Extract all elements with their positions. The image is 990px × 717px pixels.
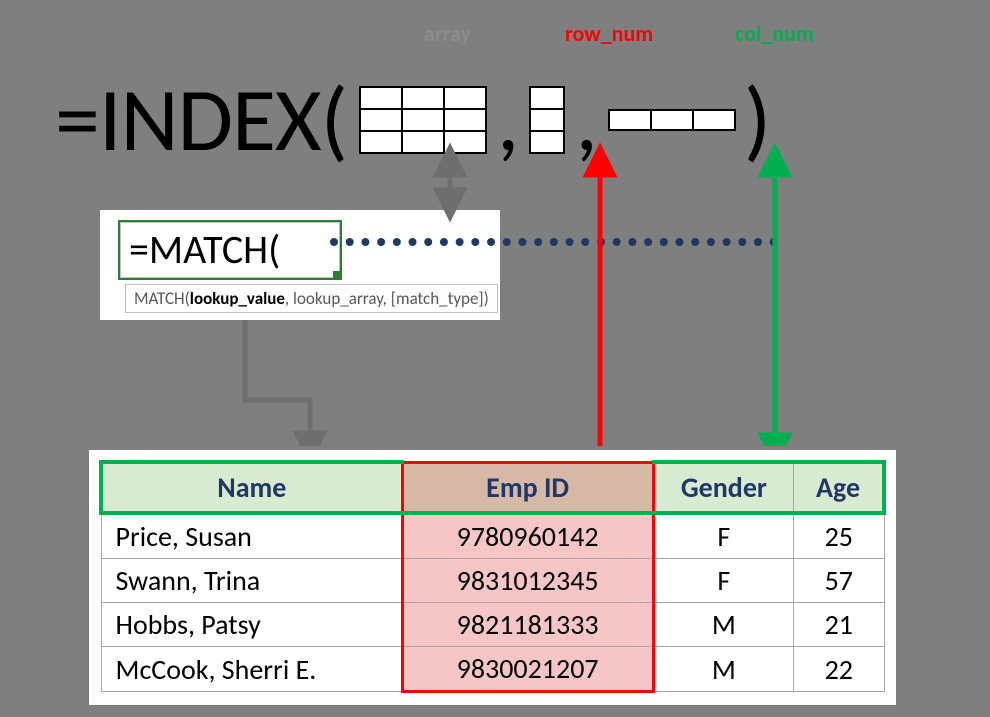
cell-name: Price, Susan [101, 513, 402, 559]
match-cell[interactable]: =MATCH( [120, 222, 340, 278]
param-label-array: array [424, 20, 471, 47]
cell-gender: F [653, 559, 794, 603]
index-close-paren: ) [744, 75, 771, 165]
array-icon [359, 86, 487, 154]
table-row: McCook, Sherri E. 9830021207 M 22 [101, 647, 884, 692]
index-formula-row: =INDEX( , , ) [55, 55, 771, 186]
cell-empid: 9821181333 [402, 603, 653, 647]
cell-name: McCook, Sherri E. [101, 647, 402, 692]
match-tooltip-suffix: , lookup_array, [match_type]) [285, 288, 489, 309]
cell-empid: 9831012345 [402, 559, 653, 603]
cell-age: 25 [794, 513, 884, 559]
comma-1: , [497, 55, 519, 186]
param-label-rownum: row_num [565, 20, 653, 47]
col-header-name: Name [101, 462, 402, 513]
match-tooltip-bold: lookup_value [190, 288, 285, 309]
match-formula-area: =MATCH( MATCH(lookup_value, lookup_array… [100, 210, 500, 320]
data-table-wrap: Name Emp ID Gender Age Price, Susan 9780… [85, 446, 900, 709]
table-row: Hobbs, Patsy 9821181333 M 21 [101, 603, 884, 647]
table-row: Swann, Trina 9831012345 F 57 [101, 559, 884, 603]
match-tooltip-prefix: MATCH( [134, 288, 190, 309]
cell-name: Hobbs, Patsy [101, 603, 402, 647]
col-header-gender: Gender [653, 462, 794, 513]
table-header-row: Name Emp ID Gender Age [101, 462, 884, 513]
grey-arrow-elbow [245, 320, 310, 448]
cell-empid: 9780960142 [402, 513, 653, 559]
col-header-empid: Emp ID [402, 462, 653, 513]
colnum-icon [608, 109, 736, 131]
index-open-text: =INDEX( [55, 75, 347, 165]
cell-gender: F [653, 513, 794, 559]
match-dash-connector [330, 238, 778, 246]
cell-gender: M [653, 647, 794, 692]
param-label-colnum: col_num [735, 20, 814, 47]
data-table: Name Emp ID Gender Age Price, Susan 9780… [99, 460, 886, 693]
cell-age: 57 [794, 559, 884, 603]
rownum-icon [529, 86, 565, 154]
cell-age: 21 [794, 603, 884, 647]
comma-2: , [575, 55, 597, 186]
match-tooltip: MATCH(lookup_value, lookup_array, [match… [125, 284, 498, 313]
cell-age: 22 [794, 647, 884, 692]
table-row: Price, Susan 9780960142 F 25 [101, 513, 884, 559]
cell-gender: M [653, 603, 794, 647]
col-header-age: Age [794, 462, 884, 513]
cell-name: Swann, Trina [101, 559, 402, 603]
cell-empid: 9830021207 [402, 647, 653, 692]
